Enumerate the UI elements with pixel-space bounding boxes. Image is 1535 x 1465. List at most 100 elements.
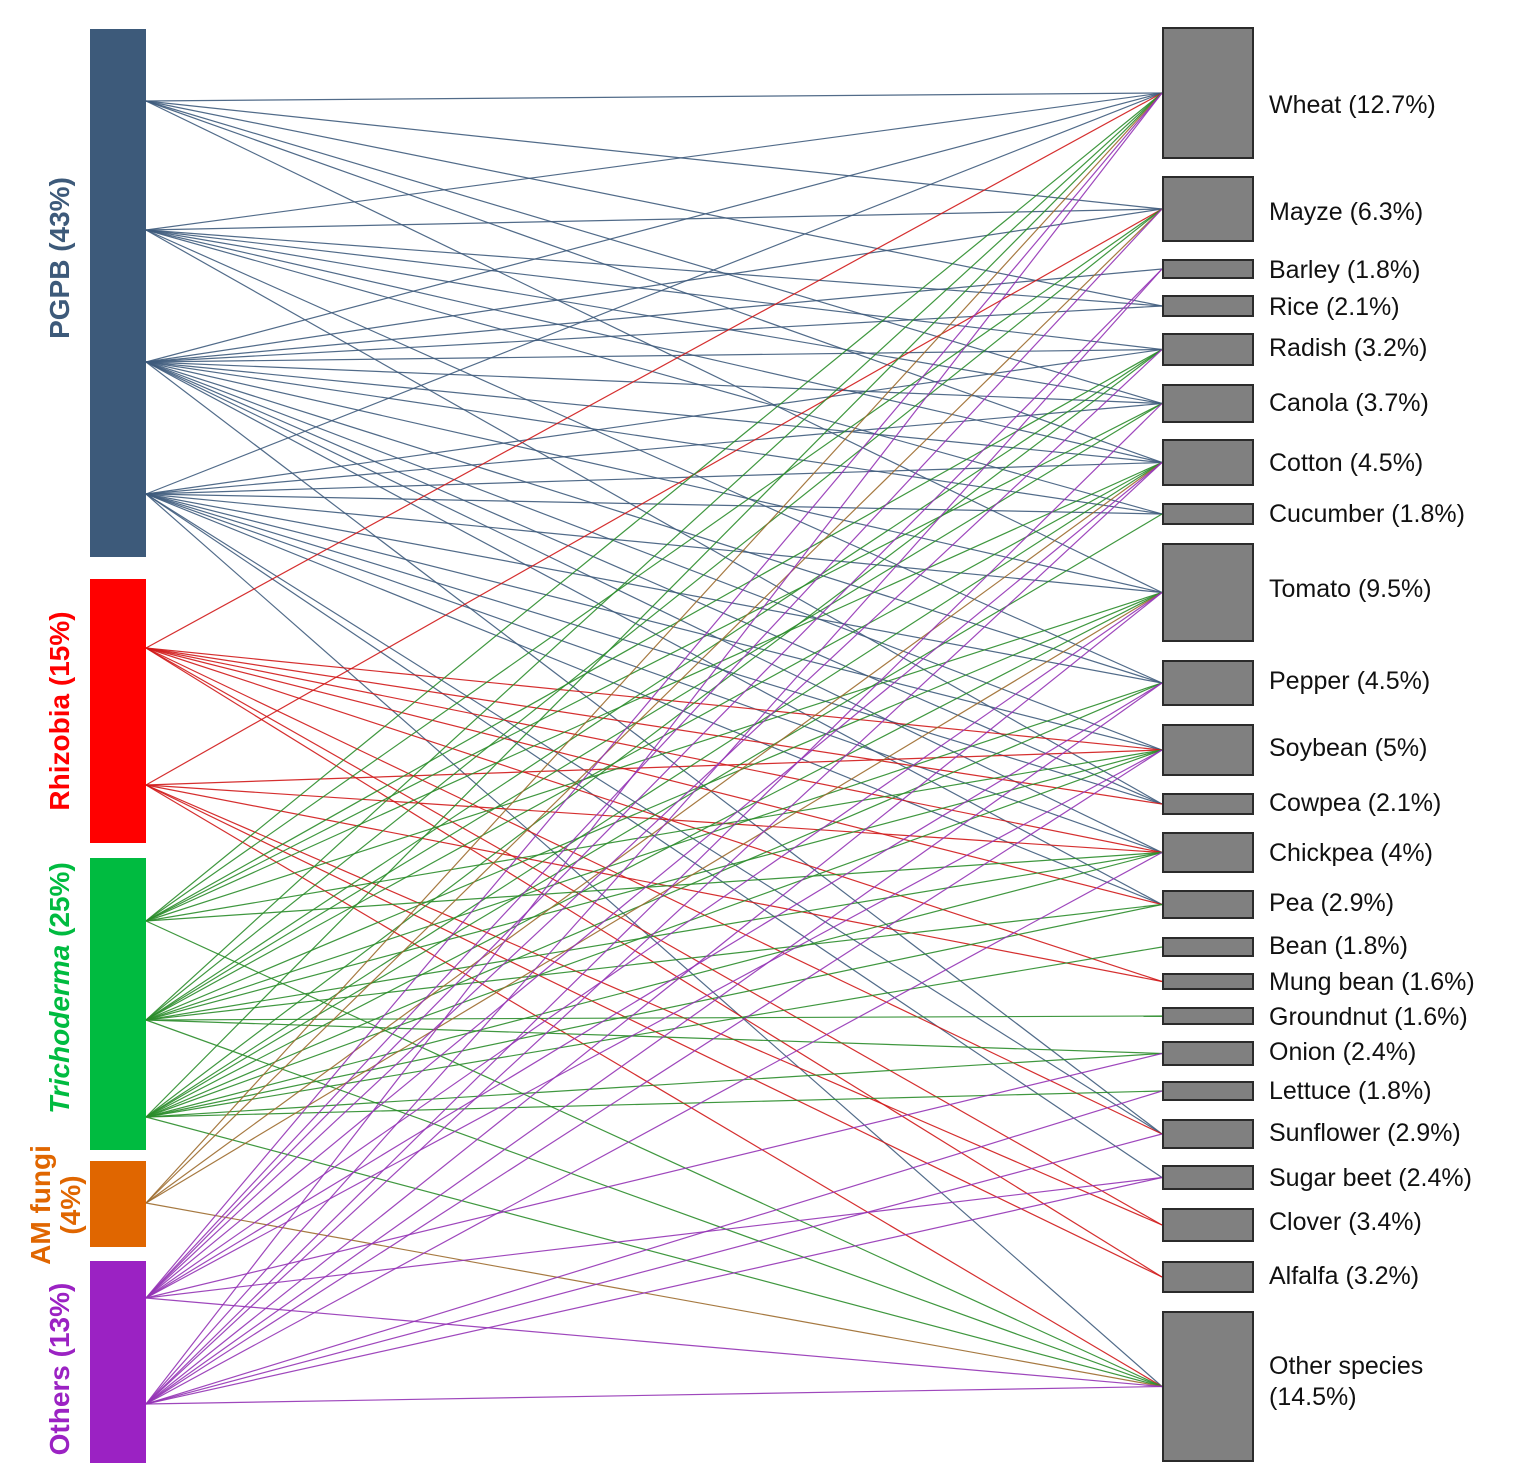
crop-box-cucumber [1162,503,1254,525]
crop-share: (5%) [1374,734,1428,762]
crop-label-sunflower: Sunflower (2.9%) [1269,1119,1461,1147]
crop-box-sunflower [1162,1119,1254,1149]
crop-name: Pepper [1269,667,1350,695]
link-trichoderma-chickpea [145,851,1163,1021]
crop-share: (2.4%) [1398,1164,1472,1192]
link-rhizobia-chickpea [145,784,1163,854]
crop-share: (1.8%) [1346,256,1421,284]
crop-box-pea [1162,890,1254,919]
link-trichoderma-tomato [145,591,1163,1118]
crop-share: (1.6%) [1401,968,1475,996]
crop-name: Soybean [1269,734,1368,762]
crop-box-onion [1162,1041,1254,1066]
link-rhizobia-pea [145,647,1163,906]
link-others-tomato [145,592,1163,1299]
others-label: Others (13%) [44,1283,75,1456]
link-am-fungi-tomato [145,591,1163,1204]
link-rhizobia-sunflower [145,647,1163,1135]
rhizobia-label: Rhizobia (15%) [44,611,75,810]
crop-name: Wheat [1269,91,1342,119]
crop-name: Cowpea [1269,789,1361,817]
link-others-soybean [145,749,1163,1299]
crop-share: (4%) [1380,839,1433,867]
link-trichoderma-pea [145,903,1163,1118]
crop-label-sugar-beet: Sugar beet (2.4%) [1269,1164,1472,1192]
crop-label-rice: Rice (2.1%) [1269,293,1400,321]
link-pgpb-cowpea [145,493,1163,805]
link-rhizobia-mung-bean [145,784,1163,983]
crop-label-tomato: Tomato (9.5%) [1269,575,1432,603]
link-trichoderma-other-species [145,920,1163,1388]
crop-label-onion: Onion (2.4%) [1269,1038,1416,1066]
link-rhizobia-wheat [145,92,1163,649]
link-pgpb-tomato [145,493,1163,594]
link-trichoderma-radish [145,349,1163,1118]
link-trichoderma-chickpea [145,851,1163,922]
crop-name: Alfalfa [1269,1262,1339,1290]
link-pgpb-soybean [145,493,1163,751]
crop-share: (2.9%) [1387,1119,1461,1147]
link-others-canola [145,403,1163,1405]
inoculant-name: AM fungi [25,1145,56,1265]
link-others-other-species [145,1385,1163,1405]
link-am-fungi-other-species [145,1202,1163,1388]
crop-box-soybean [1162,724,1254,776]
crop-label-soybean: Soybean (5%) [1269,734,1427,762]
link-rhizobia-alfalfa [145,784,1163,1278]
link-pgpb-sunflower [145,493,1163,1135]
link-others-sugar-beet [145,1176,1163,1405]
link-pgpb-chickpea [145,361,1163,854]
crop-label-canola: Canola (3.7%) [1269,389,1429,417]
link-pgpb-wheat [145,92,1163,102]
crop-label-groundnut: Groundnut (1.6%) [1269,1003,1468,1031]
crop-box-groundnut [1162,1007,1254,1025]
link-pgpb-cowpea [145,361,1163,805]
link-am-fungi-cotton [145,462,1163,1204]
crop-share: (14.5%) [1269,1383,1357,1411]
link-trichoderma-pepper [145,682,1163,1118]
pgpb-bar [90,29,146,557]
inoculant-share: (15%) [44,611,75,687]
link-pgpb-tomato [145,361,1163,594]
crop-label-lettuce: Lettuce (1.8%) [1269,1077,1432,1105]
trichoderma-bar [90,858,146,1150]
crop-label-wheat: Wheat (12.7%) [1269,91,1436,119]
crop-box-other-species [1162,1311,1254,1462]
inoculant-name: Others [44,1365,75,1456]
link-pgpb-wheat [145,92,1163,495]
link-others-chickpea [145,851,1163,1405]
link-pgpb-rice [145,100,1163,307]
crop-name: Clover [1269,1208,1342,1236]
link-pgpb-cucumber [145,361,1163,515]
crop-name: Lettuce [1269,1077,1352,1105]
crop-share: (2.9%) [1320,889,1395,917]
crop-name: Chickpea [1269,839,1374,867]
crop-name: Groundnut [1269,1003,1388,1031]
crop-label-alfalfa: Alfalfa (3.2%) [1269,1262,1419,1290]
crop-label-pea: Pea (2.9%) [1269,889,1394,917]
crop-label-pepper: Pepper (4.5%) [1269,667,1430,695]
crop-name: Cotton [1269,449,1343,477]
link-pgpb-pea [145,361,1163,906]
link-pgpb-cotton [145,461,1163,495]
crop-box-alfalfa [1162,1261,1254,1293]
crop-box-clover [1162,1208,1254,1242]
link-others-barley [145,268,1163,1405]
crop-name: Mung bean [1269,968,1395,996]
crop-label-clover: Clover (3.4%) [1269,1208,1422,1236]
link-trichoderma-cotton [145,461,1163,1118]
crop-name: Pea [1269,889,1314,917]
link-others-tomato [145,592,1163,1405]
crop-share: (1.8%) [1391,500,1465,528]
link-rhizobia-mung-bean [145,647,1163,983]
link-trichoderma-wheat [145,92,1163,1118]
crop-label-barley: Barley (1.8%) [1269,256,1420,284]
link-trichoderma-other-species [145,1116,1163,1388]
crop-box-rice [1162,295,1254,317]
inoculant-name: Trichoderma [44,944,75,1114]
crop-name: Bean [1269,932,1328,960]
link-pgpb-rice [145,229,1163,307]
crop-share: (2.4%) [1342,1038,1417,1066]
crop-box-tomato [1162,543,1254,642]
link-rhizobia-clover [145,784,1163,1226]
